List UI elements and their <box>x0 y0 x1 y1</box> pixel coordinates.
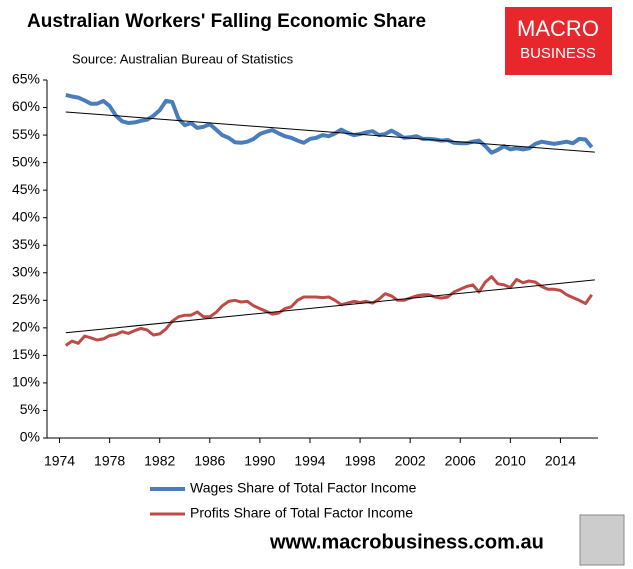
y-tick-label: 15% <box>12 346 40 362</box>
x-tick-label: 2006 <box>445 453 476 469</box>
y-tick-label: 65% <box>12 71 40 87</box>
x-tick-label: 2002 <box>395 453 426 469</box>
chart-title: Australian Workers' Falling Economic Sha… <box>27 11 426 32</box>
y-tick-label: 55% <box>12 126 40 142</box>
footer-url: www.macrobusiness.com.au <box>269 531 544 553</box>
x-tick-label: 1986 <box>194 453 225 469</box>
logo-box <box>505 7 612 75</box>
x-tick-label: 1990 <box>244 453 275 469</box>
y-tick-label: 35% <box>12 236 40 252</box>
x-tick-label: 2014 <box>545 453 576 469</box>
y-tick-label: 60% <box>12 98 40 114</box>
y-tick-label: 45% <box>12 181 40 197</box>
x-tick-label: 1998 <box>344 453 375 469</box>
y-tick-label: 5% <box>20 401 40 417</box>
legend-label: Profits Share of Total Factor Income <box>190 505 413 521</box>
trend-line <box>65 111 595 153</box>
y-tick-label: 25% <box>12 291 40 307</box>
trend-line <box>65 279 595 334</box>
y-tick-label: 0% <box>20 429 40 445</box>
logo-text: BUSINESS <box>520 45 596 62</box>
y-tick-label: 10% <box>12 374 40 390</box>
wolf-icon <box>579 514 625 566</box>
legend-label: Wages Share of Total Factor Income <box>190 480 417 496</box>
y-tick-label: 40% <box>12 208 40 224</box>
x-tick-label: 1982 <box>144 453 175 469</box>
series-line <box>65 92 594 155</box>
x-tick-label: 1974 <box>44 453 75 469</box>
x-tick-label: 2010 <box>495 453 526 469</box>
y-tick-label: 30% <box>12 263 40 279</box>
series-line <box>64 275 593 347</box>
chart-subtitle: Source: Australian Bureau of Statistics <box>72 51 294 66</box>
x-tick-label: 1994 <box>294 453 325 469</box>
x-tick-label: 1978 <box>94 453 125 469</box>
logo-text: MACRO <box>517 16 599 41</box>
y-tick-label: 50% <box>12 153 40 169</box>
y-tick-label: 20% <box>12 319 40 335</box>
